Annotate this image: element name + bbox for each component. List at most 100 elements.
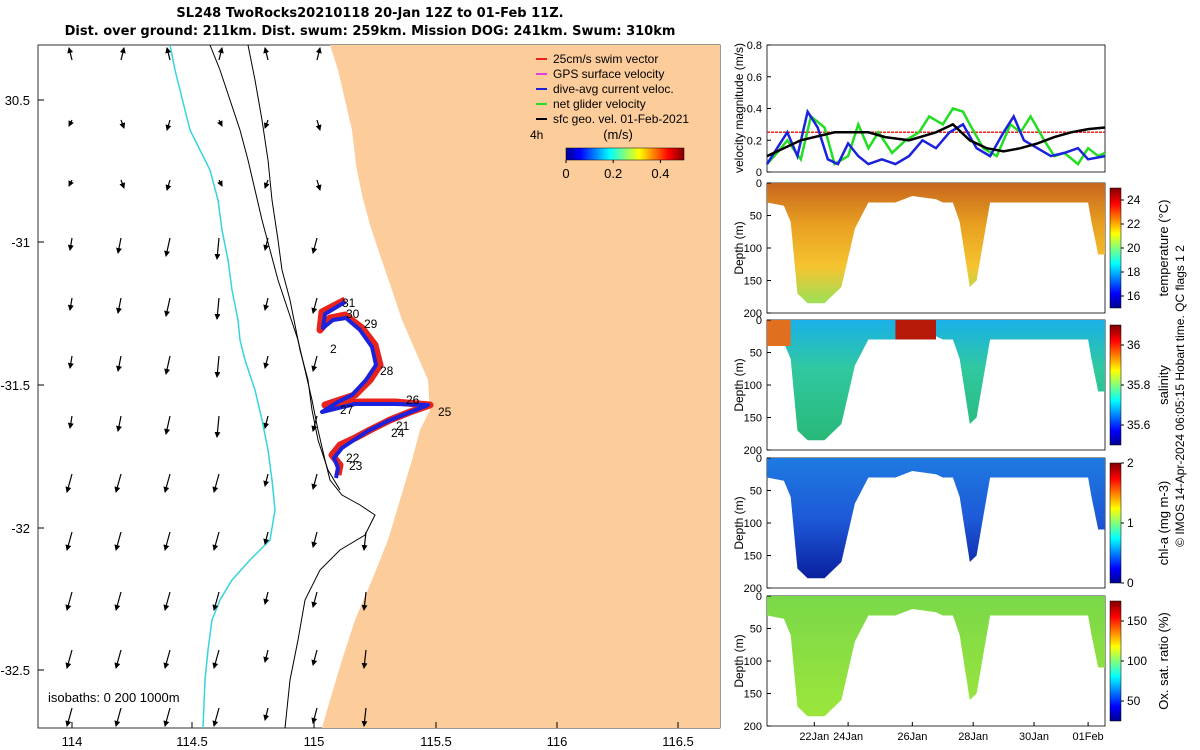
surface-velocity-arrow xyxy=(212,531,220,551)
map-y-tick-label: -31 xyxy=(11,235,30,250)
depth-tick-label: 150 xyxy=(744,276,762,288)
map-x-tick-label: 115 xyxy=(304,734,325,749)
velocity-series-line xyxy=(766,122,1106,158)
velocity-y-axis: 0 0.2 0.4 0.6 0.8 xyxy=(747,40,771,179)
surface-velocity-arrow xyxy=(311,415,318,432)
surface-velocity-arrow xyxy=(361,649,368,669)
surface-velocity-arrow xyxy=(119,119,126,129)
track-day-label: 23 xyxy=(349,459,363,473)
depth-tick-label: 200 xyxy=(744,445,762,457)
depth-tick-label: 50 xyxy=(750,624,762,636)
velocity-y-tick-label: 0.2 xyxy=(747,135,762,147)
map-x-tick-label: 114.5 xyxy=(176,734,208,749)
map-y-tick-label: -32.5 xyxy=(0,663,30,678)
map-y-tick-label: -31.5 xyxy=(0,378,30,393)
track-day-label: 26 xyxy=(406,393,420,407)
salinity-high-patch xyxy=(895,320,936,340)
depth-tick-label: 50 xyxy=(750,211,762,223)
profile-panel-salinity: 0 50 100 150 200 Depth (m) 35.6 35.8 36 salinity xyxy=(732,315,1171,457)
surface-velocity-arrow xyxy=(114,473,122,493)
surface-velocity-arrow xyxy=(263,531,270,545)
colorbar-label: (m/s) xyxy=(603,127,633,142)
depth-tick-label: 200 xyxy=(744,583,762,595)
profile-panel-temperature: 0 50 100 150 200 Depth (m) 16 18 20 22 24 temperatu… xyxy=(732,178,1171,320)
surface-velocity-arrow xyxy=(315,119,322,131)
surface-velocity-arrow xyxy=(67,297,74,311)
surface-velocity-arrow xyxy=(163,531,171,551)
profile-field xyxy=(767,183,1105,304)
colorbar-tick-label: 0.4 xyxy=(651,166,669,181)
surface-velocity-arrow xyxy=(214,415,221,438)
depth-tick-label: 100 xyxy=(744,243,762,255)
surface-velocity-arrow xyxy=(214,355,221,378)
depth-tick-label: 0 xyxy=(756,453,762,465)
salinity-high-patch xyxy=(767,320,791,346)
map-y-tick-label: -32 xyxy=(11,521,30,536)
surface-velocity-arrow xyxy=(217,179,223,187)
surface-velocity-arrow xyxy=(263,179,270,189)
track-day-label: 27 xyxy=(340,403,354,417)
surface-velocity-arrow xyxy=(212,591,220,611)
profile-colorbar-tick-label: 100 xyxy=(1127,654,1147,668)
profile-colorbar xyxy=(1109,600,1122,722)
map-x-tick-label: 116 xyxy=(547,734,568,749)
surface-velocity-arrow xyxy=(164,297,171,317)
profile-colorbar-tick-label: 36 xyxy=(1127,338,1141,352)
depth-tick-label: 50 xyxy=(750,486,762,498)
chart-title-line1: SL248 TwoRocks20210118 20-Jan 12Z to 01-… xyxy=(176,6,564,21)
velocity-panel: 0 0.2 0.4 0.6 0.8 velocity magnitude (m/s) xyxy=(732,40,1106,179)
velocity-y-tick-label: 0.8 xyxy=(747,40,762,52)
isobath-0m-cyan xyxy=(169,45,276,728)
interval-label: 4h xyxy=(530,128,543,142)
surface-velocity-arrow xyxy=(311,649,318,666)
surface-velocity-arrow xyxy=(65,473,73,493)
glider-track-current xyxy=(320,300,430,479)
surface-velocity-arrow xyxy=(65,649,73,669)
colorbar-tick-label: 0.2 xyxy=(604,166,622,181)
legend-entry: net glider velocity xyxy=(553,97,646,111)
surface-velocity-arrow xyxy=(361,531,368,551)
surface-velocity-arrow xyxy=(114,531,122,551)
profile-colorbar xyxy=(1109,462,1122,584)
land-mass xyxy=(322,45,720,728)
velocity-y-tick-label: 0 xyxy=(756,167,762,179)
depth-tick-label: 100 xyxy=(744,380,762,392)
surface-velocity-arrow xyxy=(163,707,171,727)
time-tick-label: 28Jan xyxy=(958,731,988,743)
surface-velocity-arrow xyxy=(263,591,270,605)
time-tick-label: 24Jan xyxy=(833,731,863,743)
track-day-label: 29 xyxy=(364,317,378,331)
depth-tick-label: 100 xyxy=(744,656,762,668)
track-day-label: 31 xyxy=(342,296,356,310)
surface-velocity-arrow xyxy=(361,707,368,727)
speed-colorbar-ticks: 0 0.2 0.4 xyxy=(562,160,669,181)
surface-velocity-arrow xyxy=(311,237,318,254)
surface-velocity-arrow xyxy=(212,649,220,669)
profile-colorbar-tick-label: 18 xyxy=(1127,265,1141,279)
profile-colorbar-tick-label: 150 xyxy=(1127,614,1147,628)
surface-velocity-arrow xyxy=(263,237,270,251)
surface-velocity-arrow xyxy=(263,355,270,369)
profile-colorbar-tick-label: 0 xyxy=(1127,576,1134,590)
depth-tick-label: 0 xyxy=(756,591,762,603)
colorbar-tick-label: 0 xyxy=(562,166,569,181)
surface-velocity-arrow xyxy=(116,415,122,432)
surface-velocity-arrow xyxy=(116,297,122,314)
surface-velocity-arrow xyxy=(311,297,318,314)
map-x-axis: 114 114.5 115 115.5 116 116.5 xyxy=(62,722,694,749)
surface-velocity-arrow xyxy=(67,47,74,61)
track-day-label: 21 xyxy=(396,419,410,433)
velocity-series xyxy=(765,107,1106,167)
map-x-tick-label: 114 xyxy=(62,734,83,749)
depth-tick-label: 150 xyxy=(744,413,762,425)
surface-velocity-arrow xyxy=(263,415,270,429)
surface-velocity-arrow xyxy=(212,707,220,727)
surface-velocity-arrow xyxy=(67,237,74,251)
profile-colorbar-label: salinity xyxy=(1156,365,1171,405)
profile-colorbar-tick-label: 16 xyxy=(1127,289,1141,303)
profile-field xyxy=(767,596,1105,717)
surface-velocity-arrow xyxy=(65,591,73,611)
track-day-label: 24 xyxy=(391,426,405,440)
